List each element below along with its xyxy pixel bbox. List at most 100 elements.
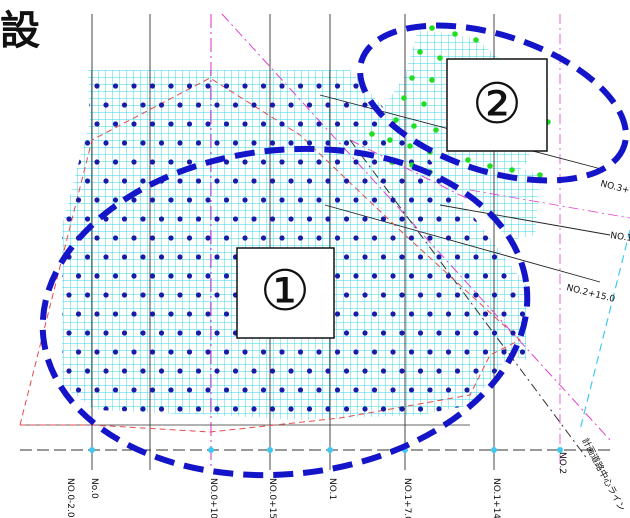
survey-point — [186, 387, 193, 393]
survey-point — [66, 140, 72, 146]
station-label: NO.1+7.0 — [402, 478, 412, 518]
survey-point — [94, 121, 100, 127]
survey-point — [417, 292, 424, 298]
survey-point — [158, 102, 165, 108]
survey-point-green — [407, 143, 413, 149]
survey-point — [362, 216, 368, 222]
survey-point — [158, 406, 165, 412]
survey-point — [464, 349, 470, 355]
survey-point — [251, 102, 257, 108]
survey-point — [84, 368, 91, 374]
survey-point — [445, 273, 452, 279]
survey-point — [399, 140, 405, 146]
survey-point — [390, 273, 396, 279]
survey-point — [380, 216, 387, 222]
survey-point — [491, 368, 498, 374]
survey-point — [371, 349, 378, 355]
survey-point — [343, 406, 350, 412]
survey-point — [232, 368, 239, 374]
survey-point — [140, 216, 146, 222]
survey-point — [140, 102, 146, 108]
survey-point — [195, 254, 202, 260]
survey-point — [168, 273, 174, 279]
survey-point — [75, 83, 82, 89]
survey-point — [112, 349, 119, 355]
survey-point — [390, 349, 396, 355]
survey-point — [131, 387, 137, 393]
survey-point-green — [487, 163, 493, 169]
survey-point — [195, 406, 202, 412]
survey-point — [103, 140, 109, 146]
survey-point — [158, 254, 165, 260]
survey-point — [325, 368, 331, 374]
survey-point — [131, 159, 137, 165]
survey-point — [84, 216, 91, 222]
survey-point — [464, 235, 470, 241]
survey-point — [168, 349, 174, 355]
vertical-grid-lines — [91, 14, 495, 470]
survey-point — [510, 406, 516, 412]
survey-point — [149, 159, 156, 165]
survey-point — [260, 235, 267, 241]
survey-point — [205, 387, 211, 393]
survey-point — [334, 311, 341, 317]
survey-point — [149, 387, 156, 393]
survey-point — [140, 368, 146, 374]
survey-point-green — [452, 31, 458, 37]
survey-point — [473, 254, 479, 260]
survey-point — [205, 311, 211, 317]
survey-point — [464, 311, 470, 317]
survey-point — [390, 387, 396, 393]
survey-point — [269, 178, 276, 184]
station-label: NO.1+14.0 — [491, 478, 501, 518]
zone-2-label: ② — [472, 72, 522, 137]
survey-point — [427, 349, 433, 355]
survey-point — [482, 235, 489, 241]
survey-point — [269, 406, 276, 412]
survey-point — [149, 273, 156, 279]
survey-point — [288, 406, 294, 412]
survey-point — [242, 387, 248, 393]
survey-point — [195, 216, 202, 222]
survey-point — [510, 330, 516, 336]
survey-point — [103, 254, 109, 260]
survey-point — [62, 349, 63, 355]
survey-point — [131, 273, 137, 279]
survey-point — [214, 406, 220, 412]
survey-point — [279, 159, 285, 165]
survey-point — [214, 216, 220, 222]
survey-point — [445, 349, 452, 355]
survey-point — [94, 349, 100, 355]
survey-point — [482, 387, 489, 393]
survey-point — [316, 235, 322, 241]
survey-point-green — [411, 123, 417, 129]
survey-point — [62, 197, 63, 203]
survey-point — [112, 311, 119, 317]
survey-point — [445, 387, 452, 393]
survey-point — [168, 159, 174, 165]
survey-point — [454, 292, 461, 298]
survey-point — [121, 368, 128, 374]
survey-point — [380, 292, 387, 298]
survey-point — [94, 273, 100, 279]
survey-point — [177, 140, 183, 146]
survey-point — [186, 197, 193, 203]
survey-point — [343, 102, 350, 108]
survey-point — [242, 197, 248, 203]
survey-point-green — [437, 55, 443, 61]
survey-point — [501, 311, 507, 317]
survey-point — [316, 349, 322, 355]
survey-point — [380, 254, 387, 260]
zone-1-label: ① — [260, 259, 310, 324]
survey-point — [260, 387, 267, 393]
survey-point — [242, 349, 248, 355]
survey-point — [177, 216, 183, 222]
survey-point — [242, 159, 248, 165]
survey-point — [112, 197, 119, 203]
survey-point — [186, 235, 193, 241]
survey-point — [353, 159, 359, 165]
road-center-label: 計画道路中心ライン — [579, 436, 628, 513]
survey-point — [223, 197, 230, 203]
survey-point — [232, 216, 239, 222]
